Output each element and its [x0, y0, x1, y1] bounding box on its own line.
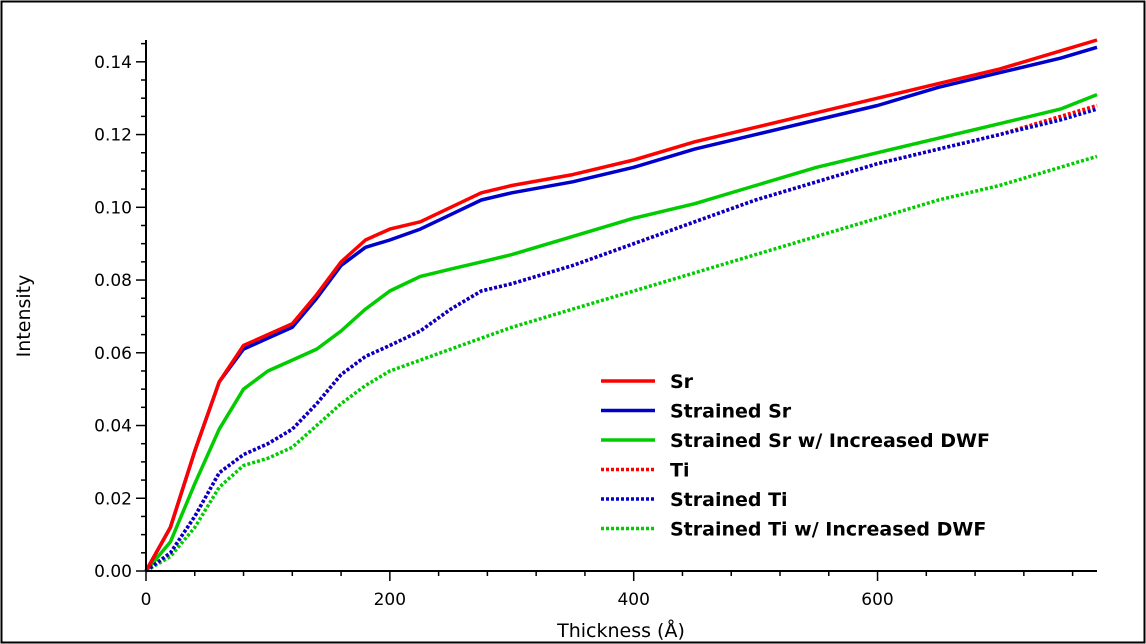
series-line-5 [145, 154, 1098, 573]
x-tick-label: 200 [374, 590, 406, 610]
x-tick-label: 0 [141, 590, 152, 610]
y-tick-label: 0.12 [94, 126, 132, 146]
x-axis-title: Thickness (Å) [556, 619, 685, 642]
series-line-1 [144, 45, 1098, 572]
legend-label-4: Strained Ti [670, 489, 788, 511]
y-tick-label: 0.02 [94, 489, 132, 509]
series-line-0 [144, 38, 1098, 572]
y-axis-title: Intensity [13, 275, 35, 358]
series-line-2 [144, 92, 1098, 573]
plot-area [144, 38, 1098, 573]
legend-label-5: Strained Ti w/ Increased DWF [670, 519, 986, 541]
axes: 0.00 0.02 0.04 0.06 0.08 0.10 0.12 0.14 0 200 400 6… [94, 40, 1097, 610]
y-tick-label: 0.14 [94, 53, 132, 73]
legend-label-1: Strained Sr [670, 401, 792, 423]
legend-label-0: Sr [670, 371, 694, 393]
y-tick-label: 0.08 [94, 271, 132, 291]
legend: Sr Strained Sr Strained Sr w/ Increased DW… [601, 371, 990, 541]
y-tick-label: 0.00 [94, 562, 132, 582]
series-line-4 [144, 107, 1098, 573]
y-tick-label: 0.10 [94, 198, 132, 218]
y-tick-label: 0.06 [94, 344, 132, 364]
legend-label-3: Ti [670, 460, 689, 482]
legend-label-2: Strained Sr w/ Increased DWF [670, 430, 990, 452]
x-tick-label: 600 [861, 590, 893, 610]
y-tick-label: 0.04 [94, 417, 132, 437]
x-tick-label: 400 [617, 590, 649, 610]
